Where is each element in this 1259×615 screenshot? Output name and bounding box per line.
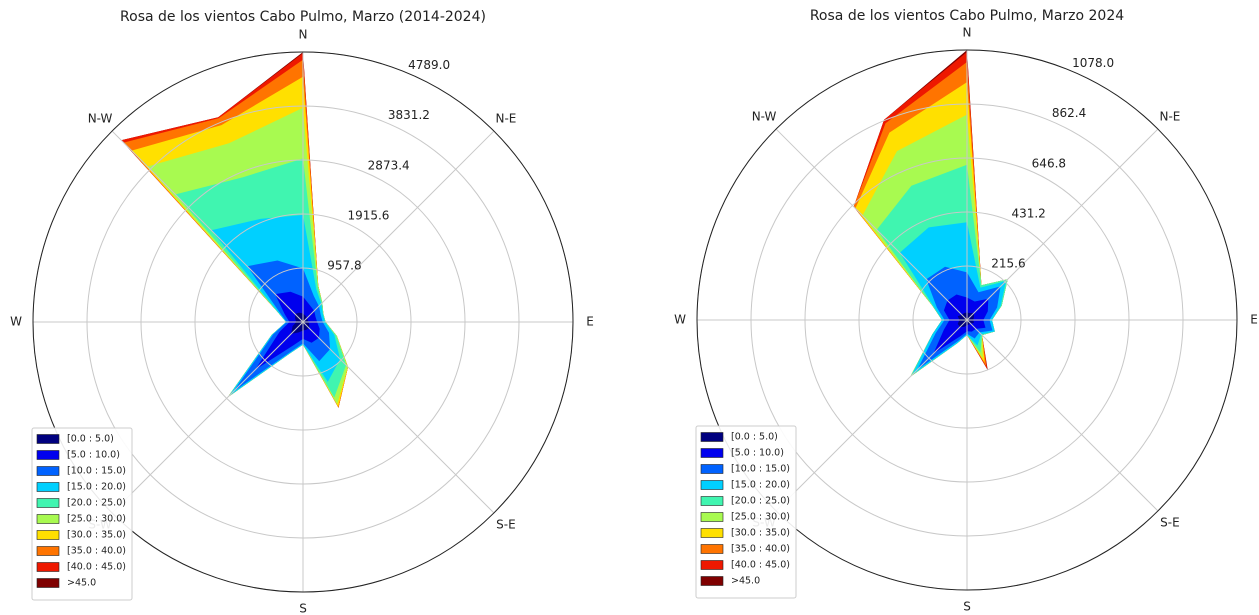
r-tick-label: 1078.0 — [1072, 56, 1114, 70]
grid-circle — [248, 267, 358, 377]
radial-line — [966, 319, 1159, 512]
direction-label: N-W — [88, 112, 113, 126]
legend: [0.0 : 5.0) [5.0 : 10.0) [10.0 : 15.0) [15.… — [31, 427, 133, 601]
grid-circle — [912, 265, 1022, 375]
wind-rose: Rosa de los vientos Cabo Pulmo, Marzo 20… — [674, 8, 1258, 614]
r-tick-label: 2873.4 — [368, 158, 410, 172]
r-tick-label: 4789.0 — [408, 58, 450, 72]
radial-line — [302, 321, 495, 514]
legend-swatch — [700, 464, 724, 474]
grid-circle — [86, 105, 520, 539]
direction-label: N-W — [752, 110, 777, 124]
legend-label: >45.0 — [67, 578, 96, 589]
legend-label: [40.0 : 45.0) — [67, 562, 126, 573]
legend-swatch — [36, 514, 60, 524]
legend-label: [30.0 : 35.0) — [67, 530, 126, 541]
legend-swatch — [700, 544, 724, 554]
legend-label: [30.0 : 35.0) — [731, 528, 790, 539]
legend-label: [40.0 : 45.0) — [731, 560, 790, 571]
radial-line — [966, 128, 1159, 321]
r-tick-label: 957.8 — [327, 258, 361, 272]
grid-circle — [750, 103, 1184, 537]
legend-label: [15.0 : 20.0) — [67, 482, 126, 493]
direction-label: N — [963, 26, 972, 40]
direction-label: E — [1250, 313, 1258, 327]
radial-line — [775, 319, 968, 512]
radial-line — [302, 130, 495, 323]
legend-swatch — [700, 560, 724, 570]
legend-swatch — [36, 466, 60, 476]
direction-label: N — [299, 28, 308, 42]
legend-swatch — [36, 578, 60, 588]
polar-spine — [696, 49, 1238, 591]
direction-label: E — [586, 315, 594, 329]
r-tick-label: 3831.2 — [388, 108, 430, 122]
legend-swatch — [700, 432, 724, 442]
legend-label: [25.0 : 30.0) — [67, 514, 126, 525]
direction-label: S — [299, 602, 307, 615]
r-tick-label: 215.6 — [991, 256, 1025, 270]
r-tick-label: 431.2 — [1011, 206, 1045, 220]
grid-circle — [194, 213, 412, 431]
polar-spine — [32, 51, 574, 593]
legend: [0.0 : 5.0) [5.0 : 10.0) [10.0 : 15.0) [15.… — [695, 425, 797, 599]
wind-band — [233, 260, 331, 392]
legend-label: [15.0 : 20.0) — [731, 480, 790, 491]
legend-swatch — [700, 496, 724, 506]
radial-line — [775, 128, 968, 321]
legend-swatch — [36, 498, 60, 508]
legend-swatch — [36, 546, 60, 556]
legend-label: [20.0 : 25.0) — [731, 496, 790, 507]
legend-label: [35.0 : 40.0) — [731, 544, 790, 555]
radial-line — [111, 130, 304, 323]
radial-line — [111, 321, 304, 514]
legend-swatch — [36, 530, 60, 540]
chart-title: Rosa de los vientos Cabo Pulmo, Marzo (2… — [120, 9, 486, 25]
direction-label: S-E — [1160, 515, 1180, 529]
legend-label: [10.0 : 15.0) — [731, 464, 790, 475]
legend-label: [20.0 : 25.0) — [67, 498, 126, 509]
r-tick-label: 1915.6 — [347, 208, 389, 222]
legend-swatch — [36, 450, 60, 460]
grid-circle — [140, 159, 466, 485]
legend-label: [10.0 : 15.0) — [67, 466, 126, 477]
r-tick-label: 646.8 — [1032, 156, 1066, 170]
chart-title: Rosa de los vientos Cabo Pulmo, Marzo 20… — [810, 8, 1124, 24]
grid-circle — [858, 211, 1076, 429]
legend-label: [35.0 : 40.0) — [67, 546, 126, 557]
direction-label: W — [674, 313, 686, 327]
legend-swatch — [700, 448, 724, 458]
grid-circle — [804, 157, 1130, 483]
wind-band — [291, 312, 310, 334]
legend-label: [0.0 : 5.0) — [67, 434, 114, 445]
direction-label: W — [10, 315, 22, 329]
direction-label: N-E — [1159, 110, 1180, 124]
legend-swatch — [36, 482, 60, 492]
direction-label: N-E — [495, 112, 516, 126]
direction-label: S-E — [496, 517, 516, 531]
legend-swatch — [36, 434, 60, 444]
legend-swatch — [700, 512, 724, 522]
legend-swatch — [700, 528, 724, 538]
legend-label: >45.0 — [731, 576, 760, 587]
legend-swatch — [700, 576, 724, 586]
legend-label: [0.0 : 5.0) — [731, 432, 778, 443]
legend-label: [5.0 : 10.0) — [67, 450, 120, 461]
legend-label: [5.0 : 10.0) — [731, 448, 784, 459]
r-tick-label: 862.4 — [1052, 106, 1086, 120]
legend-swatch — [700, 480, 724, 490]
direction-label: S — [963, 600, 971, 614]
wind-rose: Rosa de los vientos Cabo Pulmo, Marzo (2… — [10, 9, 594, 615]
wind-band — [255, 291, 320, 370]
legend-swatch — [36, 562, 60, 572]
legend-label: [25.0 : 30.0) — [731, 512, 790, 523]
